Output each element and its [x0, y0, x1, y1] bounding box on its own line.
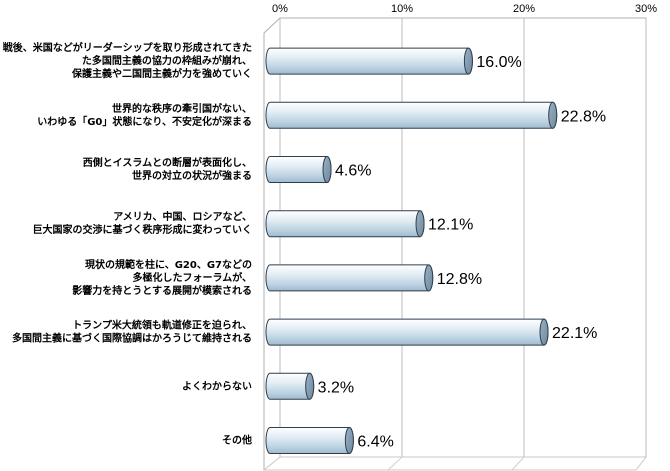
data-label: 22.8% — [561, 108, 606, 125]
x-tick-label: 20% — [513, 3, 535, 15]
category-label-line: その他 — [222, 434, 252, 447]
gridline-floor-30 — [635, 456, 647, 471]
data-label: 4.6% — [335, 163, 371, 180]
bar — [265, 156, 332, 183]
category-label-line: 多国間主義に基づく国際協調はかろうじて維持される — [12, 332, 252, 345]
category-label-line: 影響力を持とうとする展開が模索される — [72, 284, 252, 297]
category-label: 現状の規範を柱に、G20、G7などの多極化したフォーラムが、影響力を持とうとする… — [72, 258, 252, 297]
bar-body — [265, 210, 425, 238]
category-labels: 戦後、米国などがリーダーシップを取り形成されてきたた多国間主義の協力の枠組みが崩… — [3, 41, 252, 446]
bar-cap — [305, 372, 315, 400]
category-label: その他 — [222, 434, 252, 447]
category-label: トランプ米大統領も軌道修正を迫られ、多国間主義に基づく国際協調はかろうじて維持さ… — [12, 319, 252, 345]
category-label: よくわからない — [182, 380, 252, 392]
bar-body — [265, 101, 558, 129]
bar — [265, 47, 473, 75]
category-label-line: た多国間主義の協力の枠組みが崩れ、 — [82, 54, 252, 67]
category-label-line: 現状の規範を柱に、G20、G7などの — [85, 258, 252, 271]
gridline-floor-0 — [263, 456, 281, 471]
data-label: 3.2% — [318, 379, 354, 396]
bar-cap — [463, 47, 473, 75]
bar-body — [265, 264, 434, 292]
bar-body — [265, 156, 332, 183]
data-label: 16.0% — [476, 54, 521, 71]
category-label-line: トランプ米大統領も軌道修正を迫られ、 — [72, 319, 252, 332]
bar — [265, 264, 434, 292]
gridlines — [263, 18, 647, 471]
gridline-floor-10 — [387, 456, 403, 471]
bar-body — [265, 47, 473, 75]
category-label-line: 世界的な秩序の牽引国がない、 — [112, 102, 252, 115]
category-label-line: 世界の対立の状況が強まる — [132, 169, 252, 182]
bar — [265, 427, 354, 454]
bar-cap — [322, 156, 332, 183]
bar-body — [265, 427, 354, 454]
category-label-line: いわゆる「G0」状態になり、不安定化が深まる — [37, 115, 252, 128]
category-label-line: 多極化したフォーラムが、 — [133, 271, 253, 284]
bar-body — [265, 318, 549, 346]
bar-cap — [539, 318, 549, 346]
category-label: 戦後、米国などがリーダーシップを取り形成されてきたた多国間主義の協力の枠組みが崩… — [3, 41, 252, 80]
x-tick-label: 10% — [391, 3, 413, 15]
data-label: 6.4% — [357, 434, 393, 451]
category-label-line: よくわからない — [182, 380, 252, 392]
bar-cap — [415, 210, 425, 238]
bar-cap — [344, 427, 354, 454]
bar-cap — [424, 264, 434, 292]
bar-cap — [548, 101, 558, 129]
category-label-line: 巨大国家の交渉に基づく秩序形成に変わっていく — [33, 223, 253, 236]
x-tick-label: 30% — [635, 3, 657, 15]
data-label: 12.1% — [428, 217, 473, 234]
bar — [265, 210, 425, 238]
x-axis-ticks: 0% 10% 20% 30% — [272, 3, 657, 15]
data-labels: 16.0% 22.8% 4.6% 12.1% 12.8% 22.1% 3.2% 6.4% — [318, 54, 606, 450]
bars — [265, 47, 558, 454]
category-label: 西側とイスラムとの断層が表面化し、世界の対立の状況が強まる — [83, 156, 252, 182]
category-label-line: アメリカ、中国、ロシアなど、 — [113, 210, 252, 223]
category-label-line: 戦後、米国などがリーダーシップを取り形成されてきた — [3, 41, 252, 54]
category-label: 世界的な秩序の牽引国がない、いわゆる「G0」状態になり、不安定化が深まる — [37, 102, 252, 128]
category-label-line: 保護主義や二国間主義が力を強めていく — [71, 67, 252, 80]
category-label: アメリカ、中国、ロシアなど、巨大国家の交渉に基づく秩序形成に変わっていく — [33, 210, 253, 236]
category-label-line: 西側とイスラムとの断層が表面化し、 — [83, 156, 252, 169]
bar — [265, 372, 315, 400]
data-label: 22.1% — [552, 325, 597, 342]
side-wall-edge — [263, 17, 281, 470]
data-label: 12.8% — [437, 271, 482, 288]
bar — [265, 318, 549, 346]
x-tick-label: 0% — [272, 3, 288, 15]
bar — [265, 101, 558, 129]
floor-edge — [262, 456, 648, 471]
gridline-floor-20 — [511, 456, 525, 471]
chart-frame — [262, 17, 648, 471]
